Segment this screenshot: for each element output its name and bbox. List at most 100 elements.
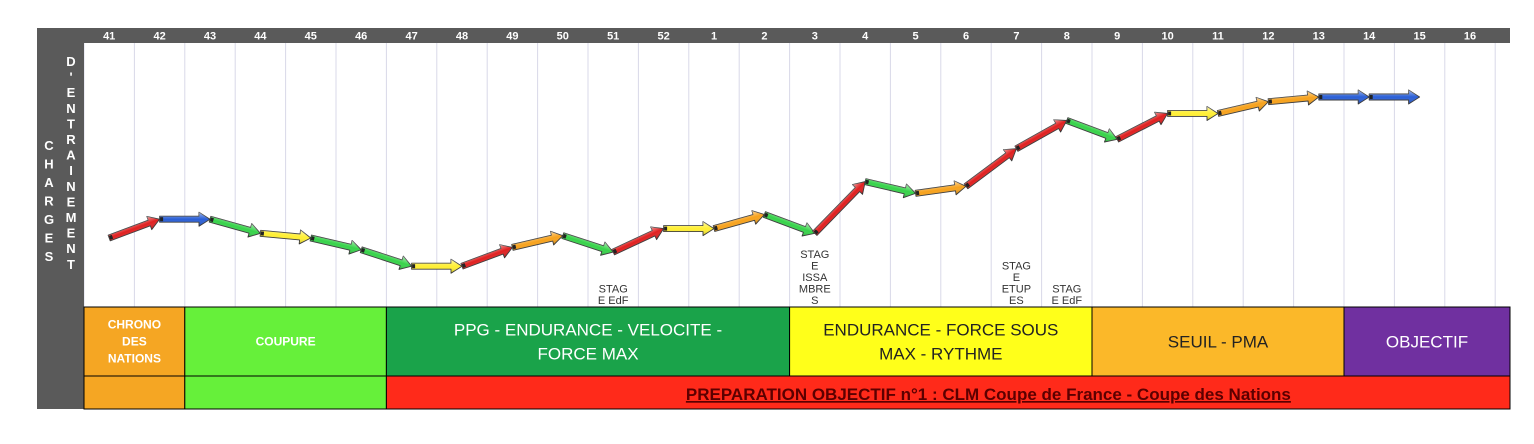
- week-tick-label: 41: [103, 31, 115, 43]
- stage-annotation-line: STAG: [800, 249, 829, 261]
- week-tick-label: 8: [1064, 31, 1070, 43]
- load-arrows: [107, 89, 1421, 274]
- load-arrow: [259, 229, 312, 245]
- stage-annotation-line: S: [811, 295, 818, 307]
- arrow-tail: [1116, 135, 1122, 141]
- arrow-tail: [1319, 95, 1323, 99]
- phase-label: DES: [122, 335, 147, 349]
- arrow-tail: [1369, 95, 1373, 99]
- arrow-shading: [1268, 91, 1319, 105]
- phase-label: COUPURE: [256, 335, 316, 349]
- week-tick-label: 11: [1212, 31, 1224, 43]
- load-arrow: [1267, 90, 1320, 106]
- arrow-tail: [260, 231, 265, 236]
- week-tick-label: 7: [1013, 31, 1019, 43]
- week-tick-label: 10: [1161, 31, 1173, 43]
- arrow-shading: [360, 246, 412, 270]
- y-axis-label-2-char: D: [66, 54, 75, 69]
- load-arrow: [914, 180, 967, 197]
- left-strip: [37, 28, 84, 409]
- y-axis-label-2-char: ': [69, 70, 72, 85]
- arrow-shading: [1369, 90, 1420, 104]
- week-tick-label: 44: [254, 31, 267, 43]
- preparation-banner: [385, 375, 1511, 410]
- arrow-shading: [561, 232, 614, 256]
- y-axis-label-2-char: R: [66, 132, 76, 147]
- load-arrow: [511, 230, 564, 251]
- arrow-shading: [108, 216, 160, 241]
- load-arrow: [411, 258, 463, 274]
- plot-area: [84, 43, 1510, 307]
- load-arrow: [1318, 89, 1370, 105]
- y-axis-label-char: H: [44, 157, 53, 172]
- phase-block: [385, 306, 791, 377]
- arrow-shading: [663, 221, 714, 236]
- load-arrow: [1368, 89, 1421, 105]
- arrow-tail: [915, 190, 920, 196]
- load-arrow: [159, 211, 211, 227]
- load-arrow: [712, 210, 765, 232]
- load-arrow: [864, 178, 917, 199]
- phase-block: [184, 306, 387, 377]
- y-axis-label-char: R: [44, 194, 54, 209]
- load-arrow: [561, 232, 614, 256]
- phase-block-extension: [184, 375, 387, 410]
- week-tick-label: 52: [657, 31, 669, 43]
- phase-label: OBJECTIF: [1386, 333, 1468, 352]
- y-axis-label-2-char: A: [66, 148, 76, 163]
- week-tick-label: 49: [506, 31, 518, 43]
- stage-annotation-line: ISSA: [802, 272, 828, 284]
- y-axis-label-2-char: N: [66, 101, 75, 116]
- arrow-shading: [159, 212, 210, 227]
- stage-annotation-line: E EdF: [1052, 295, 1083, 307]
- arrow-tail: [664, 226, 668, 231]
- y-axis-label-char: G: [44, 212, 54, 227]
- week-tick-label: 6: [963, 31, 969, 43]
- arrow-tail: [1168, 111, 1172, 116]
- phase-label: FORCE MAX: [537, 345, 638, 364]
- arrow-tail: [865, 179, 870, 185]
- stage-annotation-line: E EdF: [598, 295, 629, 307]
- week-tick-label: 42: [153, 31, 165, 43]
- arrow-shading: [864, 178, 916, 198]
- y-axis-label-char: E: [45, 231, 54, 246]
- arrow-tail: [965, 182, 971, 188]
- y-axis-label-char: C: [44, 138, 54, 153]
- week-tick-label: 16: [1464, 31, 1476, 43]
- y-axis-label-2-char: T: [67, 257, 75, 272]
- load-arrow: [460, 244, 513, 270]
- week-gridlines: [83, 43, 1496, 307]
- y-axis-label-2-char: E: [67, 226, 76, 241]
- week-tick-label: 43: [204, 31, 216, 43]
- arrow-shading: [460, 244, 513, 270]
- phase-label: NATIONS: [108, 352, 161, 366]
- load-arrow: [1216, 96, 1269, 117]
- stage-annotation-line: MBRE: [799, 284, 831, 296]
- arrow-tail: [1218, 110, 1222, 116]
- week-tick-label: 4: [862, 31, 869, 43]
- arrow-shading: [310, 235, 362, 255]
- week-tick-label: 48: [456, 31, 468, 43]
- y-axis-label-2-char: E: [67, 85, 76, 100]
- plot-background: [84, 43, 1510, 307]
- week-tick-label: 2: [761, 31, 767, 43]
- load-arrow: [107, 216, 161, 242]
- arrow-tail: [412, 264, 416, 269]
- week-tick-label: 47: [405, 31, 417, 43]
- arrow-tail: [612, 248, 618, 254]
- arrow-shading: [1115, 112, 1168, 142]
- week-tick-label: 51: [607, 31, 619, 43]
- arrow-tail: [461, 263, 466, 268]
- arrow-tail: [361, 248, 366, 253]
- arrow-tail: [1015, 145, 1021, 151]
- load-arrow: [1115, 111, 1169, 143]
- arrow-tail: [108, 234, 114, 240]
- week-tick-label: 9: [1114, 31, 1120, 43]
- stage-annotation-line: E: [1013, 272, 1020, 284]
- arrow-tail: [512, 244, 517, 250]
- arrow-shading: [915, 180, 966, 197]
- week-tick-label: 50: [557, 31, 569, 43]
- y-axis-label-char: A: [44, 175, 54, 190]
